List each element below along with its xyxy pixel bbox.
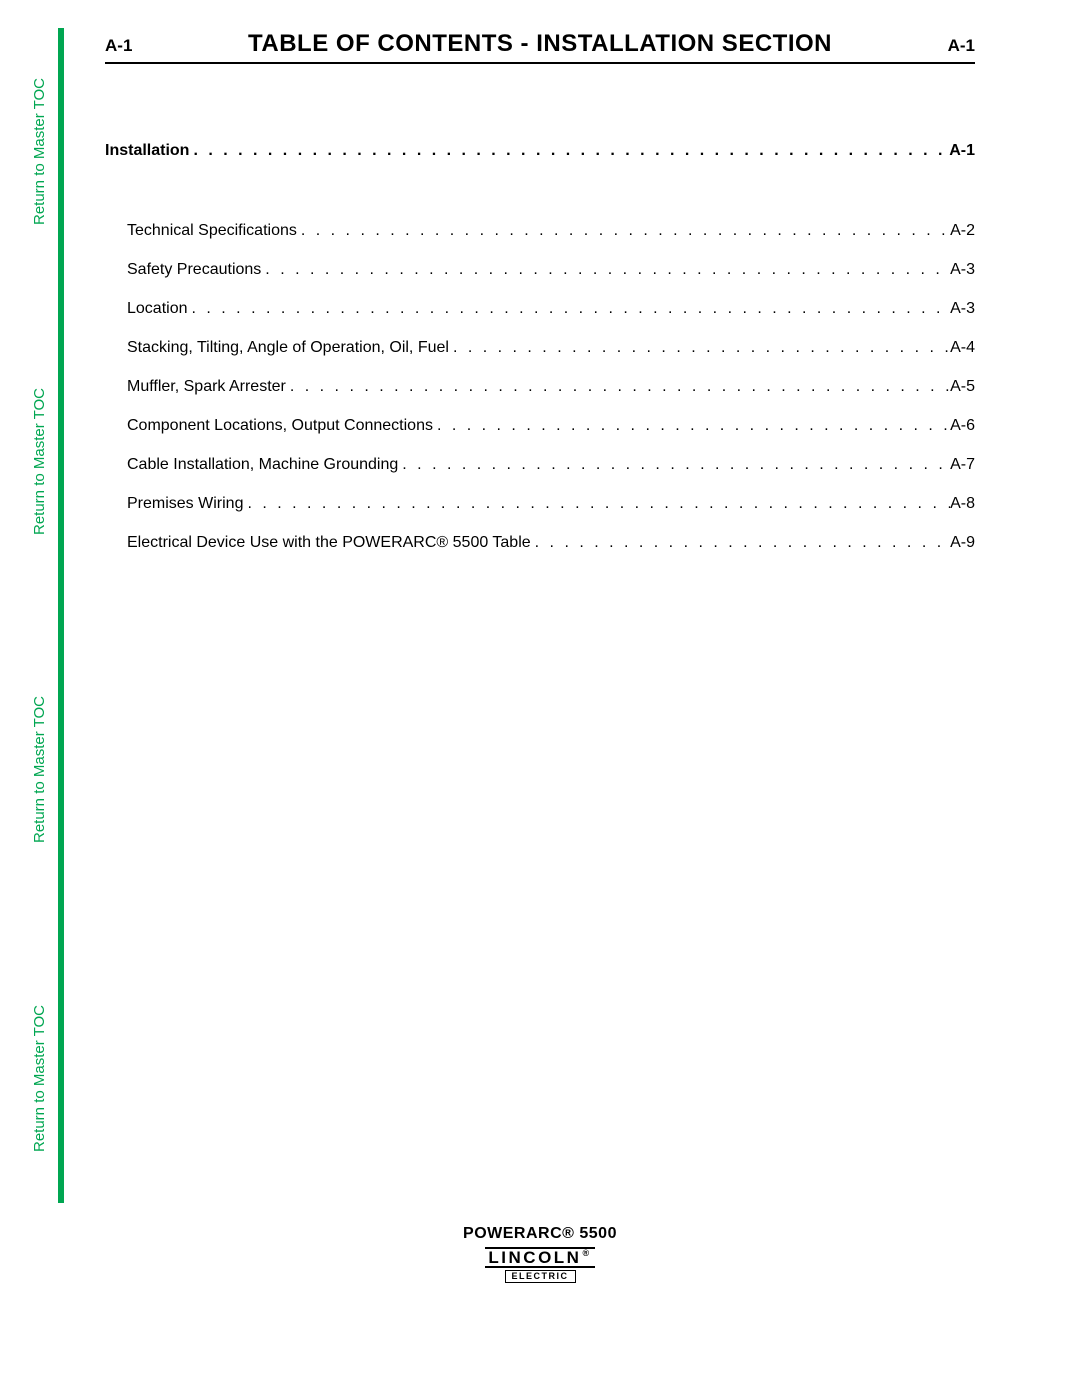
toc-leader-dots [243, 495, 950, 513]
toc-sub-entry[interactable]: Electrical Device Use with the POWERARC®… [105, 534, 975, 552]
toc-label: Location [127, 300, 188, 318]
lincoln-electric-logo: LINCOLN® ELECTRIC [485, 1247, 594, 1283]
toc-leader-dots [531, 534, 950, 552]
toc-leader-dots [449, 339, 950, 357]
toc-sub-entry[interactable]: Technical Specifications A-2 [105, 222, 975, 240]
toc-leader-dots [188, 300, 951, 318]
toc-page-number: A-4 [950, 339, 975, 357]
toc-label: Component Locations, Output Connections [127, 417, 433, 435]
toc-sub-entry[interactable]: Premises Wiring A-8 [105, 495, 975, 513]
toc-sub-entry[interactable]: Muffler, Spark Arrester A-5 [105, 378, 975, 396]
page-footer: POWERARC® 5500 LINCOLN® ELECTRIC [0, 1225, 1080, 1284]
page-header: A-1 TABLE OF CONTENTS - INSTALLATION SEC… [105, 30, 975, 64]
return-to-master-toc-link[interactable]: Return to Master TOC [31, 388, 48, 535]
toc-page-number: A-2 [950, 222, 975, 240]
toc-label: Muffler, Spark Arrester [127, 378, 286, 396]
logo-lincoln-text: LINCOLN [488, 1248, 581, 1267]
toc-sub-entry[interactable]: Safety Precautions A-3 [105, 261, 975, 279]
toc-main-entry[interactable]: Installation A-1 [105, 142, 975, 160]
toc-leader-dots [433, 417, 950, 435]
toc-page-number: A-9 [950, 534, 975, 552]
toc-leader-dots [261, 261, 950, 279]
toc-label: Technical Specifications [127, 222, 297, 240]
return-to-master-toc-link[interactable]: Return to Master TOC [31, 696, 48, 843]
side-green-bar [58, 28, 64, 1203]
logo-electric-text: ELECTRIC [505, 1270, 576, 1283]
toc-page-number: A-6 [950, 417, 975, 435]
page-title: TABLE OF CONTENTS - INSTALLATION SECTION [248, 30, 832, 58]
header-section-number-left: A-1 [105, 36, 132, 56]
toc-leader-dots [297, 222, 950, 240]
toc-label: Installation [105, 142, 189, 160]
table-of-contents: Installation A-1 Technical Specification… [105, 142, 975, 552]
registered-trademark-icon: ® [582, 1248, 591, 1258]
header-section-number-right: A-1 [948, 36, 975, 56]
toc-label: Premises Wiring [127, 495, 243, 513]
content-area: A-1 TABLE OF CONTENTS - INSTALLATION SEC… [105, 30, 975, 573]
toc-sub-entry[interactable]: Location A-3 [105, 300, 975, 318]
toc-page-number: A-3 [950, 300, 975, 318]
toc-page-number: A-7 [950, 456, 975, 474]
logo-brand-text: LINCOLN® [485, 1247, 594, 1268]
footer-product-name: POWERARC® 5500 [0, 1225, 1080, 1243]
toc-label: Stacking, Tilting, Angle of Operation, O… [127, 339, 449, 357]
toc-page-number: A-3 [950, 261, 975, 279]
toc-page-number: A-1 [949, 142, 975, 160]
toc-leader-dots [189, 142, 949, 160]
toc-leader-dots [286, 378, 950, 396]
toc-page-number: A-5 [950, 378, 975, 396]
toc-leader-dots [398, 456, 950, 474]
toc-sub-entry[interactable]: Stacking, Tilting, Angle of Operation, O… [105, 339, 975, 357]
return-to-master-toc-link[interactable]: Return to Master TOC [31, 1005, 48, 1152]
toc-page-number: A-8 [950, 495, 975, 513]
toc-label: Safety Precautions [127, 261, 261, 279]
toc-sub-entry[interactable]: Cable Installation, Machine Grounding A-… [105, 456, 975, 474]
toc-sub-entry[interactable]: Component Locations, Output Connections … [105, 417, 975, 435]
toc-label: Electrical Device Use with the POWERARC®… [127, 534, 531, 552]
return-to-master-toc-link[interactable]: Return to Master TOC [31, 78, 48, 225]
toc-label: Cable Installation, Machine Grounding [127, 456, 398, 474]
